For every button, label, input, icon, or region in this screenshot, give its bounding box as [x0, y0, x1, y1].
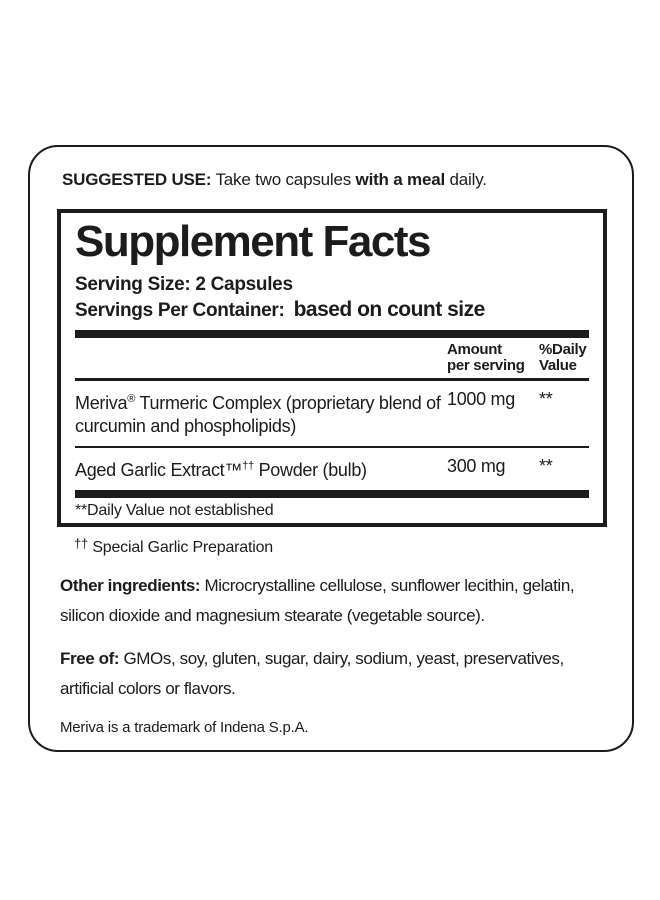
ingredient-amount: 1000 mg	[447, 389, 515, 409]
table-bottom-bar	[75, 490, 589, 498]
servings-per-container-line: Servings Per Container: based on count si…	[75, 297, 589, 324]
serving-size-line: Serving Size: 2 Capsules	[75, 274, 293, 295]
suggested-use-text-before: Take two capsules	[215, 170, 352, 189]
table-top-bar	[75, 330, 589, 338]
other-ingredients-label: Other ingredients:	[60, 576, 201, 595]
dagger-mark: ††	[74, 536, 89, 551]
dv-header-line2: Value	[539, 357, 577, 374]
suggested-use-bold-phrase: with a meal	[355, 170, 446, 189]
supplement-facts-title: Supplement Facts	[75, 217, 431, 266]
ingredient-row-turmeric: Meriva® Turmeric Complex (proprietary bl…	[75, 381, 589, 446]
amount-header-line1: Amount	[447, 341, 502, 358]
ingredient-name-rest: Powder (bulb)	[253, 460, 367, 480]
ingredient-column-spacer	[75, 342, 447, 374]
facts-header-row: Amount per serving %Daily Value	[75, 342, 589, 374]
ingredient-name: Meriva® Turmeric Complex (proprietary bl…	[75, 388, 447, 438]
row-divider	[75, 446, 589, 448]
servings-label: Servings Per Container:	[75, 300, 285, 321]
servings-value: based on count size	[293, 298, 486, 321]
suggested-use-text-after: daily.	[449, 170, 487, 189]
ingredient-dv: **	[539, 456, 553, 476]
ingredient-name-text: Meriva	[75, 393, 128, 413]
other-ingredients-paragraph: Other ingredients: Microcrystalline cell…	[60, 571, 606, 631]
free-of-text: GMOs, soy, gluten, sugar, dairy, sodium,…	[60, 649, 564, 698]
ingredient-amount: 300 mg	[447, 456, 506, 476]
free-of-paragraph: Free of: GMOs, soy, gluten, sugar, dairy…	[60, 644, 606, 704]
dagger-mark: ††	[242, 460, 254, 472]
ingredient-name-rest: Turmeric Complex (proprietary blend of c…	[75, 393, 441, 436]
ingredient-name-text: Aged Garlic Extract™	[75, 460, 243, 480]
amount-header-line2: per serving	[447, 357, 525, 374]
daily-value-column-header: %Daily Value	[539, 342, 589, 374]
supplement-label-card: SUGGESTED USE: Take two capsules with a …	[28, 145, 634, 752]
supplement-facts-box: Supplement Facts Serving Size: 2 Capsule…	[57, 209, 607, 527]
suggested-use-line: SUGGESTED USE: Take two capsules with a …	[62, 169, 614, 191]
other-ingredients-text: Microcrystalline cellulose, sunflower le…	[60, 576, 575, 625]
ingredient-dv: **	[539, 389, 553, 409]
amount-column-header: Amount per serving	[447, 342, 539, 374]
garlic-note-text: Special Garlic Preparation	[92, 539, 273, 556]
dv-footnote: **Daily Value not established	[75, 502, 274, 519]
dv-header-line1: %Daily	[539, 341, 587, 358]
trademark-note: Meriva is a trademark of Indena S.p.A.	[60, 719, 309, 736]
ingredient-row-garlic: Aged Garlic Extract™†† Powder (bulb) 300…	[75, 448, 589, 490]
ingredient-name: Aged Garlic Extract™†† Powder (bulb)	[75, 455, 447, 482]
registered-mark: ®	[127, 393, 136, 405]
header-divider	[75, 378, 589, 381]
free-of-label: Free of:	[60, 649, 120, 668]
suggested-use-label: SUGGESTED USE:	[62, 170, 212, 189]
garlic-preparation-note: †† Special Garlic Preparation	[74, 536, 632, 557]
